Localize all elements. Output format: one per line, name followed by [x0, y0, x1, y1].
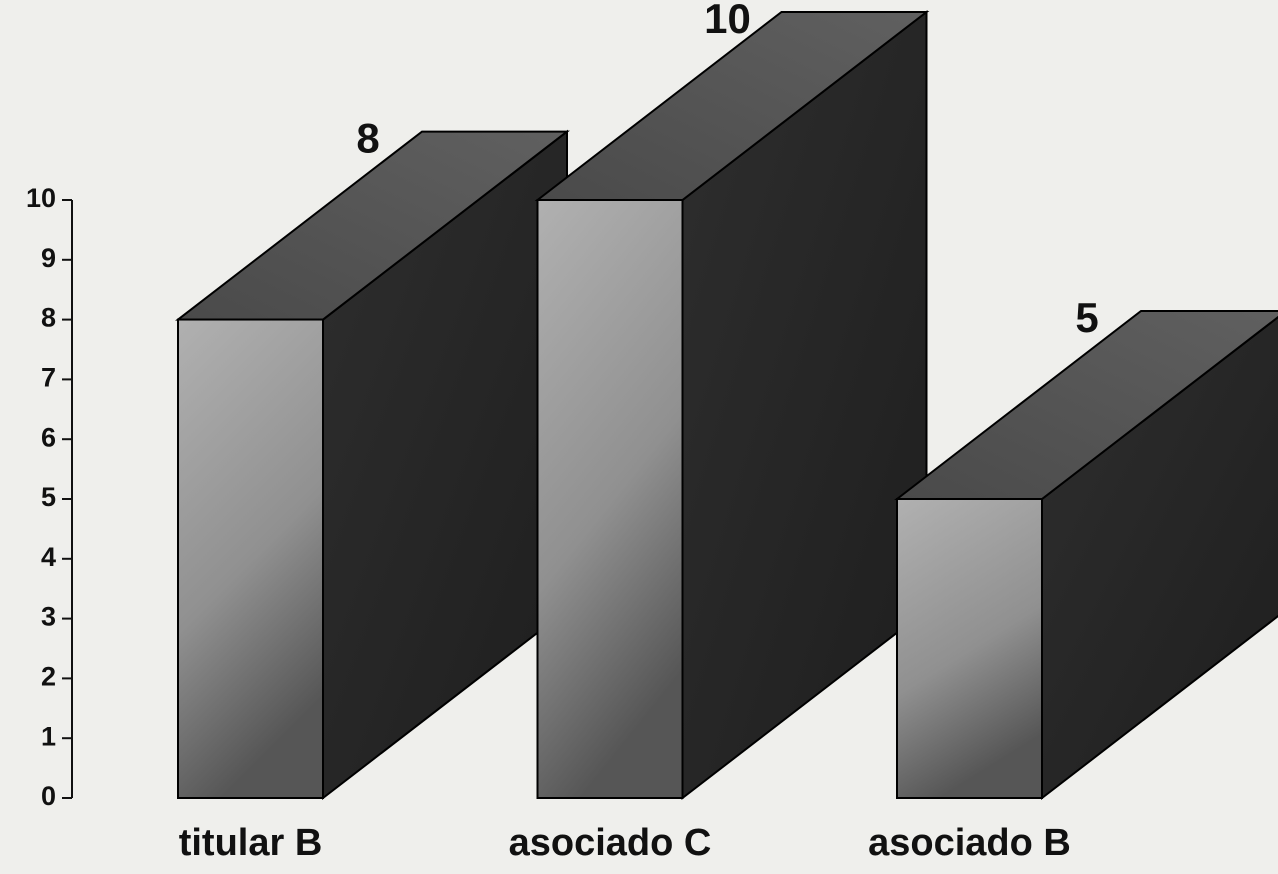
y-tick-label: 10 [26, 183, 56, 213]
y-tick-label: 4 [41, 542, 56, 572]
bar-shade [179, 320, 322, 797]
y-tick-label: 1 [41, 721, 56, 751]
x-tick-label: asociado C [509, 822, 712, 864]
y-tick-label: 0 [41, 781, 56, 811]
y-tick-label: 2 [41, 662, 56, 692]
value-label: 8 [356, 115, 379, 162]
y-tick-label: 5 [41, 482, 56, 512]
x-tick-label: titular B [179, 822, 323, 864]
value-label: 10 [704, 0, 751, 42]
y-tick-label: 7 [41, 363, 56, 393]
y-tick-label: 6 [41, 422, 56, 452]
bar-shade [538, 201, 682, 797]
y-tick-label: 9 [41, 243, 56, 273]
x-tick-label: asociado B [868, 822, 1071, 864]
bar-shade [898, 500, 1041, 797]
value-label: 5 [1075, 294, 1098, 341]
y-tick-label: 8 [41, 303, 56, 333]
y-tick-label: 3 [41, 602, 56, 632]
